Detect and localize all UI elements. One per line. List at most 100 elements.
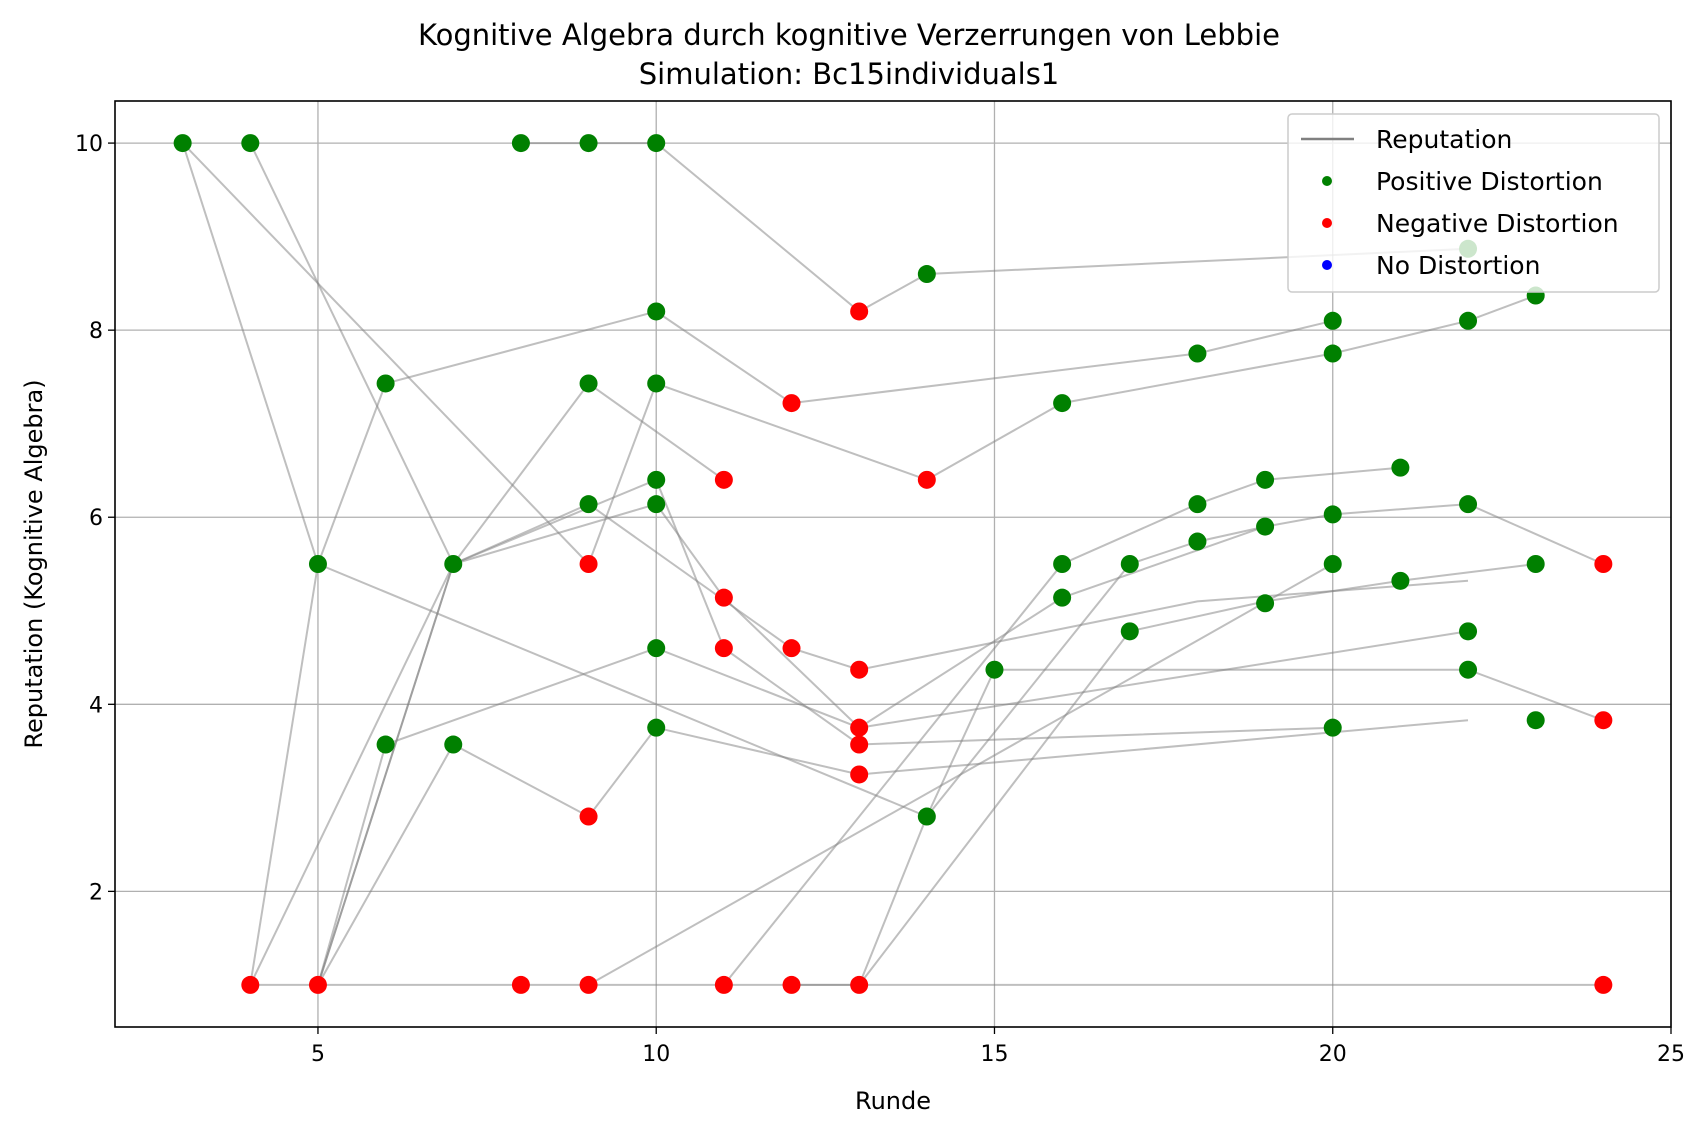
x-tick-label: 20	[1319, 1042, 1347, 1067]
positive-distortion-point	[1256, 594, 1275, 613]
x-tick-label: 10	[642, 1042, 670, 1067]
positive-distortion-point	[1120, 555, 1139, 573]
reputation-line	[249, 142, 1333, 746]
positive-distortion-point	[1323, 505, 1342, 524]
plot-area-frame	[114, 100, 1672, 1028]
y-tick-label: 8	[89, 319, 103, 344]
positive-distortion-point	[1323, 718, 1342, 737]
y-tick-label: 6	[89, 506, 103, 531]
reputation-line	[317, 719, 1469, 986]
reputation-line	[723, 466, 1401, 986]
y-tick-label: 10	[75, 132, 103, 157]
reputation-line	[588, 816, 928, 986]
positive-distortion-point	[647, 374, 666, 393]
negative-distortion-point	[850, 660, 869, 679]
negative-distortion-point	[1594, 975, 1613, 994]
legend-label: Positive Distortion	[1376, 167, 1603, 196]
negative-distortion-point	[1594, 711, 1613, 730]
positive-distortion-point	[1526, 711, 1545, 730]
positive-distortion-point	[444, 555, 463, 573]
positive-distortion-point	[647, 639, 666, 658]
legend-label: No Distortion	[1376, 251, 1540, 280]
positive-distortion-point	[511, 134, 530, 153]
positive-distortion-point	[1053, 588, 1072, 607]
positive-distortion-point	[1256, 470, 1275, 489]
negative-distortion-point	[782, 394, 801, 413]
positive-distortion-point	[1323, 344, 1342, 363]
positive-distortion-point	[308, 555, 327, 573]
positive-distortion-point	[444, 735, 463, 754]
positive-distortion-point	[647, 470, 666, 489]
legend-label: Negative Distortion	[1376, 209, 1619, 238]
positive-distortion-point	[173, 134, 192, 153]
positive-distortion-point	[579, 495, 598, 514]
positive-distortion-point	[1323, 555, 1342, 573]
x-axis-label: Runde	[855, 1087, 931, 1115]
y-tick-label: 4	[89, 693, 103, 718]
positive-distortion-point	[1526, 555, 1545, 573]
positive-distortion-point	[1391, 571, 1410, 590]
negative-distortion-point	[917, 470, 936, 489]
positive-distortion-point	[647, 134, 666, 153]
legend-marker-swatch	[1322, 176, 1332, 186]
negative-distortion-point	[850, 718, 869, 737]
legend-marker-swatch	[1322, 218, 1332, 228]
negative-distortion-point	[241, 975, 260, 994]
positive-distortion-point	[1053, 394, 1072, 413]
positive-distortion-point	[579, 374, 598, 393]
positive-distortion-point	[647, 302, 666, 321]
negative-distortion-point	[850, 975, 869, 994]
positive-distortion-point	[985, 660, 1004, 679]
y-axis-label: Reputation (Kognitive Algebra)	[20, 379, 48, 748]
negative-distortion-point	[714, 639, 733, 658]
positive-distortion-point	[1459, 311, 1478, 330]
legend-label: Reputation	[1376, 125, 1512, 154]
reputation-line	[926, 525, 1266, 818]
negative-distortion-point	[579, 807, 598, 826]
negative-distortion-point	[714, 588, 733, 607]
legend: Reputation Positive Distortion Negative Di…	[1287, 113, 1660, 293]
x-tick-label: 15	[980, 1042, 1008, 1067]
positive-distortion-point	[376, 735, 395, 754]
positive-distortion-point	[1391, 458, 1410, 477]
positive-distortion-point	[917, 807, 936, 826]
negative-distortion-point	[1594, 555, 1613, 573]
chart-subtitle: Simulation: Bc15individuals1	[639, 57, 1060, 91]
negative-distortion-point	[782, 975, 801, 994]
reputation-line	[249, 502, 1604, 986]
positive-distortion-point	[1323, 311, 1342, 330]
negative-distortion-point	[579, 555, 598, 573]
positive-distortion-point	[1188, 532, 1207, 551]
negative-distortion-point	[308, 975, 327, 994]
positive-distortion-point	[579, 134, 598, 153]
negative-distortion-point	[782, 639, 801, 658]
negative-distortion-point	[850, 735, 869, 754]
positive-distortion-point	[1120, 622, 1139, 641]
legend-box	[1287, 113, 1660, 293]
x-tick-label: 25	[1657, 1042, 1685, 1067]
positive-distortion-point	[376, 374, 395, 393]
reputation-line	[317, 502, 1469, 986]
negative-distortion-point	[850, 302, 869, 321]
reputation-line	[250, 563, 1334, 986]
x-tick-label: 5	[311, 1042, 325, 1067]
negative-distortion-point	[579, 975, 598, 994]
positive-distortion-point	[1459, 495, 1478, 514]
positive-distortion-point	[1459, 660, 1478, 679]
reputation-line	[520, 142, 1469, 313]
negative-distortion-point	[511, 975, 530, 994]
positive-distortion-point	[917, 265, 936, 284]
reputation-line	[181, 142, 1604, 818]
y-tick-label: 2	[89, 880, 103, 905]
legend-marker-swatch	[1322, 260, 1332, 270]
axis-ticks: 5 10 15 20 25 2 4 6 8 10	[75, 132, 1685, 1067]
positive-distortion-point	[241, 134, 260, 153]
distortion-markers	[173, 134, 1613, 994]
positive-distortion-point	[1188, 495, 1207, 514]
reputation-line	[181, 142, 1537, 566]
positive-distortion-point	[1256, 517, 1275, 536]
negative-distortion-point	[714, 470, 733, 489]
positive-distortion-point	[1188, 344, 1207, 363]
reputation-line	[317, 382, 725, 986]
